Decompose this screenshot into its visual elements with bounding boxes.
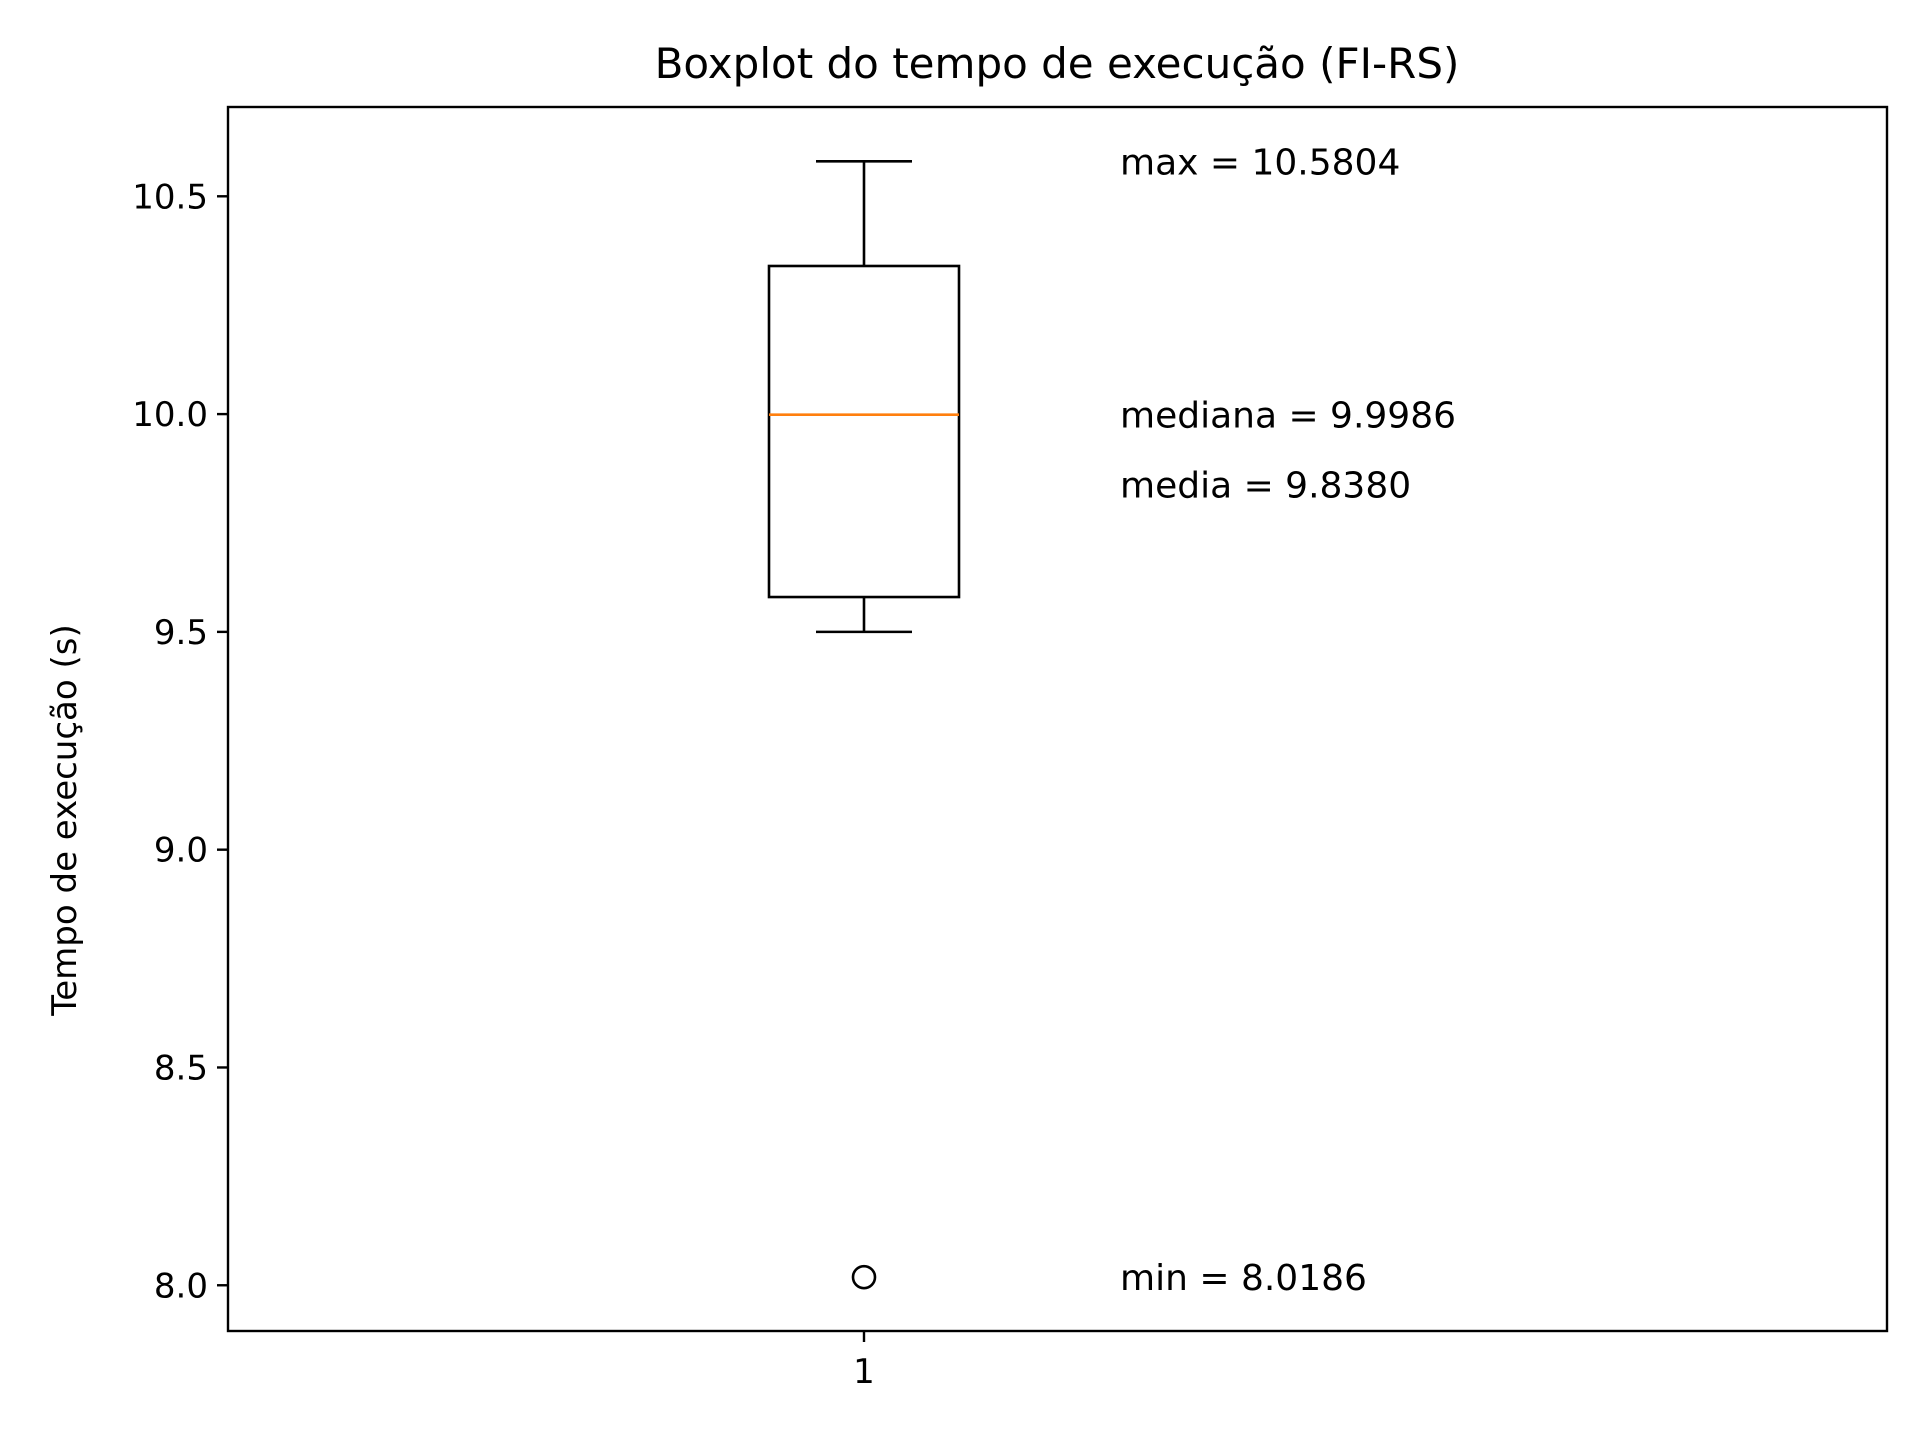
- stat-annotation: min = 8.0186: [1120, 1258, 1367, 1299]
- y-tick-label: 9.5: [154, 613, 208, 653]
- y-tick-label: 8.0: [154, 1266, 208, 1306]
- y-axis-label: Tempo de execução (s): [45, 624, 85, 1016]
- box-iqr: [767, 264, 961, 599]
- y-tick-label: 10.5: [132, 177, 208, 217]
- y-tick-label: 8.5: [154, 1048, 208, 1088]
- y-tick-label: 9.0: [154, 831, 208, 871]
- plot-area: 8.0 8.5 9.0 9.5 10.0 10.5 1 max = 10.5804 median…: [132, 105, 1889, 1392]
- x-tick-label: 1: [853, 1352, 875, 1392]
- stat-annotation: mediana = 9.9986: [1120, 396, 1456, 437]
- outlier-point: [851, 1264, 877, 1290]
- stat-annotation: max = 10.5804: [1120, 142, 1400, 183]
- y-tick-label: 10.0: [132, 395, 208, 435]
- chart-title: Boxplot do tempo de execução (FI-RS): [655, 39, 1460, 88]
- stat-annotation: media = 9.8380: [1120, 466, 1411, 507]
- plot-frame: [226, 105, 1889, 1333]
